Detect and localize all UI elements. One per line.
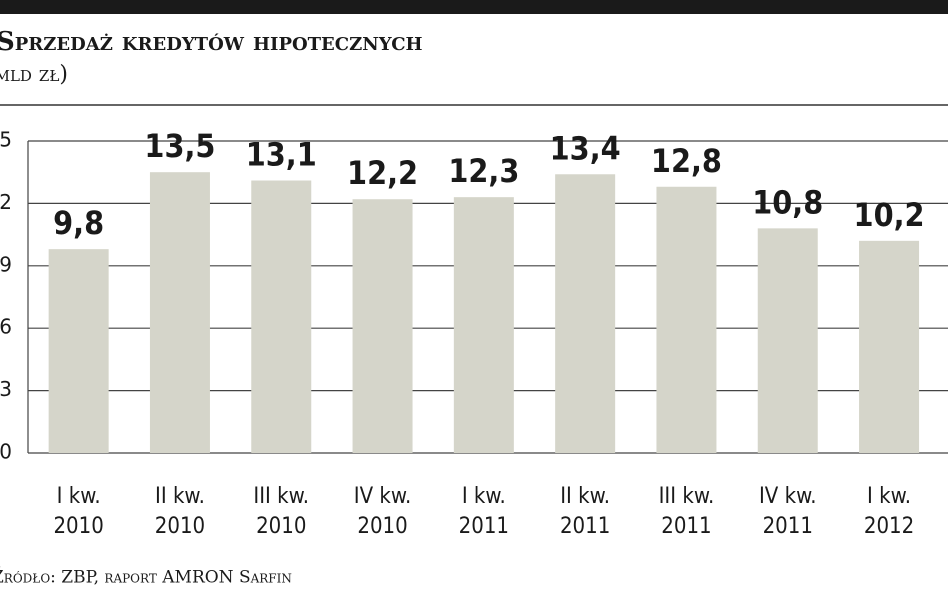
x-tick-label: 2010 [256,514,306,539]
y-tick-label: 12 [0,190,12,214]
value-label: 12,3 [448,152,519,190]
bar [453,197,514,453]
value-label: 12,2 [347,154,418,192]
bar [656,186,717,453]
value-label: 10,2 [854,196,925,234]
chart-title: Sprzedaż kredytów hipotecznych [0,27,423,57]
top-bar [0,0,948,14]
source: Źródło: ZBP, raport AMRON Sarfin [0,567,292,588]
x-tick-label: 2012 [864,514,914,539]
value-label: 10,8 [752,183,823,221]
x-tick-label: I kw. [57,484,101,509]
x-tick-label: I kw. [462,484,506,509]
y-tick-label: 6 [0,315,12,339]
y-tick-label: 9 [0,252,12,276]
value-label: 13,4 [550,129,621,167]
value-label: 13,1 [246,136,317,174]
x-tick-label: 2010 [357,514,407,539]
value-label: 9,8 [53,204,104,242]
x-tick-label: 2010 [53,514,103,539]
x-tick-label: 2011 [560,514,610,539]
bar [149,172,210,453]
y-tick-label: 3 [0,377,12,401]
x-tick-label: II kw. [560,484,610,509]
x-tick-label: III kw. [253,484,309,509]
x-tick-label: 2011 [459,514,509,539]
x-tick-label: III kw. [659,484,715,509]
bar [251,180,312,453]
value-label: 13,5 [144,127,215,165]
bar [757,228,818,453]
y-tick-label: 15 [0,128,12,152]
bar [555,174,616,453]
bar [48,249,109,453]
x-tick-label: 2011 [661,514,711,539]
x-tick-label: IV kw. [354,484,412,509]
x-tick-label: IV kw. [759,484,817,509]
y-tick-label: 0 [0,440,12,464]
x-tick-label: 2011 [763,514,813,539]
value-label: 12,8 [651,142,722,180]
chart-subtitle: (mld zł) [0,62,68,87]
x-tick-label: I kw. [867,484,911,509]
x-tick-label: II kw. [155,484,205,509]
bar [352,199,413,453]
x-tick-label: 2010 [155,514,205,539]
bar [859,240,920,453]
